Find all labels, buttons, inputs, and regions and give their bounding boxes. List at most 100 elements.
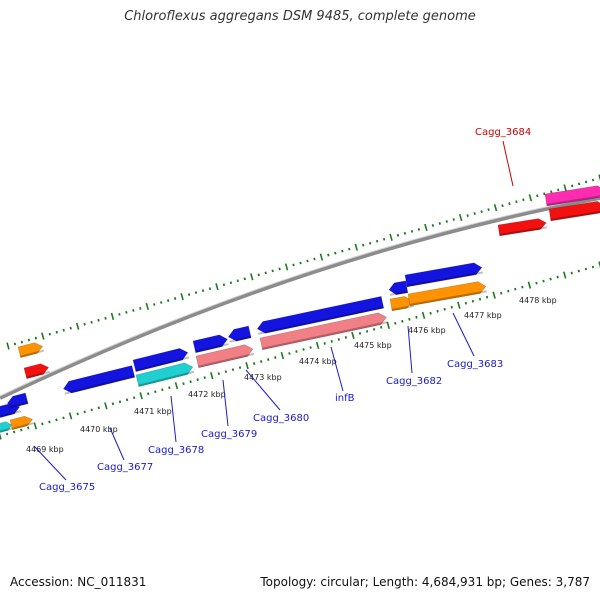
tick-label: 4474 kbp — [299, 357, 337, 366]
gene-label[interactable]: Cagg_3679 — [201, 429, 257, 440]
lower-tick-mark — [521, 285, 524, 289]
lower-tick-mark — [210, 372, 214, 380]
gene-label-leader — [407, 325, 413, 374]
upper-tick-mark — [271, 269, 274, 273]
upper-tick-mark — [250, 273, 254, 281]
gene-arrow — [389, 296, 414, 312]
upper-tick-mark — [132, 309, 135, 312]
gene-label-leaders — [33, 140, 514, 481]
tick-label: 4471 kbp — [134, 407, 172, 416]
lower-tick-mark — [288, 352, 291, 355]
lower-tick-mark — [19, 428, 23, 432]
lower-tick-mark — [139, 392, 143, 400]
lower-tick-mark — [245, 362, 249, 370]
lower-tick-mark — [499, 291, 503, 295]
lower-tick-mark — [27, 426, 30, 430]
lower-tick-mark — [259, 360, 263, 363]
upper-tick-mark — [403, 231, 407, 235]
lower-tick-mark — [507, 289, 510, 293]
gene-arrow — [407, 281, 487, 307]
upper-tick-mark — [508, 202, 511, 206]
upper-tick-mark — [438, 222, 442, 225]
upper-tick-mark — [208, 287, 212, 291]
gene-arrow — [6, 392, 29, 408]
upper-tick-mark — [299, 261, 302, 265]
upper-tick-mark — [27, 338, 31, 342]
upper-tick-mark — [487, 208, 490, 212]
upper-tick-mark — [97, 318, 100, 322]
lower-tick-mark — [274, 356, 277, 359]
upper-tick-mark — [577, 182, 581, 186]
genome-backbone — [0, 196, 600, 400]
upper-tick-mark — [160, 301, 163, 304]
lower-tick-mark — [48, 420, 51, 424]
lower-tick-mark — [33, 422, 38, 430]
lower-tick-mark — [315, 341, 320, 350]
lower-tick-mark — [330, 340, 333, 343]
lower-tick-mark — [55, 418, 58, 422]
lower-tick-mark — [0, 433, 2, 440]
upper-tick-mark — [110, 312, 115, 320]
upper-tick-mark — [348, 247, 351, 251]
upper-tick-mark — [550, 190, 553, 194]
upper-tick-mark — [458, 213, 463, 222]
gene-arrow — [192, 334, 228, 354]
lower-tick-mark — [132, 396, 136, 400]
upper-tick-mark — [341, 249, 344, 253]
upper-tick-mark — [584, 180, 588, 184]
upper-tick-mark — [257, 273, 260, 277]
lower-tick-mark — [514, 287, 517, 291]
lower-tick-mark — [41, 422, 44, 426]
gene-label[interactable]: Cagg_3675 — [39, 482, 95, 493]
lower-tick-mark — [302, 348, 305, 351]
upper-tick-mark — [6, 342, 10, 350]
upper-tick-mark — [166, 299, 170, 302]
tick-label: 4472 kbp — [188, 390, 226, 399]
upper-tick-mark — [20, 340, 24, 344]
upper-tick-mark — [368, 241, 372, 245]
gene-arrow — [23, 363, 50, 380]
lower-tick-mark — [386, 321, 390, 329]
gene-label[interactable]: Cagg_3684 — [475, 127, 531, 138]
gene-arrow — [388, 280, 409, 296]
lower-tick-mark — [478, 297, 482, 301]
lower-tick-mark — [401, 319, 404, 323]
gene-arrow — [497, 218, 547, 237]
gene-arrow — [0, 421, 13, 434]
upper-tick-mark — [536, 194, 539, 198]
lower-tick-mark — [584, 267, 588, 271]
upper-tick-mark — [598, 174, 600, 181]
lower-tick-mark — [118, 400, 122, 404]
upper-tick-mark — [215, 283, 219, 291]
upper-tick-mark — [473, 212, 476, 215]
upper-tick-mark — [75, 322, 80, 330]
gene-features — [0, 185, 600, 434]
gene-arrow — [259, 312, 387, 351]
lower-tick-mark — [577, 269, 581, 273]
gene-label[interactable]: Cagg_3678 — [148, 445, 204, 456]
gene-label[interactable]: Cagg_3677 — [97, 462, 153, 473]
gene-label[interactable]: Cagg_3683 — [447, 359, 503, 370]
backbone-highlight — [0, 195, 600, 397]
lower-tick-mark — [562, 271, 567, 279]
lower-tick-mark — [252, 362, 256, 365]
lower-tick-mark — [408, 317, 411, 321]
gene-arrow — [227, 325, 252, 342]
lower-tick-mark — [111, 402, 115, 406]
upper-tick-mark — [557, 188, 560, 192]
gene-label[interactable]: Cagg_3680 — [253, 413, 309, 424]
upper-tick-mark — [543, 192, 546, 196]
lower-tick-mark — [450, 305, 453, 309]
lower-tick-mark — [591, 265, 595, 269]
gene-label[interactable]: infB — [335, 393, 355, 404]
tick-label: 4470 kbp — [80, 425, 118, 434]
upper-tick-mark — [34, 336, 38, 340]
upper-tick-mark — [243, 277, 246, 281]
gene-label[interactable]: Cagg_3682 — [386, 376, 442, 387]
lower-tick-mark — [231, 368, 235, 372]
lower-tick-mark — [97, 406, 101, 410]
upper-tick-mark — [104, 316, 107, 320]
upper-tick-mark — [48, 332, 51, 336]
gene-label-leader — [245, 369, 281, 411]
lower-tick-mark — [556, 275, 559, 279]
